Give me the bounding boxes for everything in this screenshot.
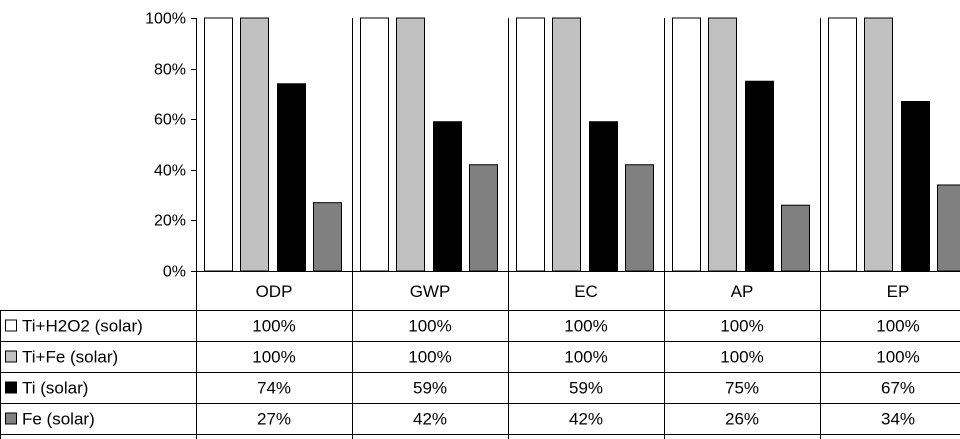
bar-ap-series-3 bbox=[745, 80, 774, 272]
bar-ec-series-4 bbox=[625, 164, 654, 272]
bars-layer bbox=[204, 17, 960, 272]
category-label-odp: ODP bbox=[256, 282, 293, 301]
table-grid bbox=[0, 18, 960, 439]
data-label: 100% bbox=[408, 317, 451, 336]
data-label: 67% bbox=[881, 379, 915, 398]
bar-ep-series-1 bbox=[828, 17, 857, 272]
bar-ap-series-2 bbox=[708, 17, 737, 272]
data-label: 34% bbox=[881, 410, 915, 429]
y-tick-label: 40% bbox=[154, 163, 186, 180]
bar-ep-series-3 bbox=[901, 100, 930, 272]
category-label-ec: EC bbox=[574, 282, 598, 301]
bar-gwp-series-2 bbox=[396, 17, 425, 272]
data-label: 42% bbox=[413, 410, 447, 429]
bar-odp-series-4 bbox=[313, 202, 342, 272]
data-label: 74% bbox=[257, 379, 291, 398]
legend-label-series-3: Ti (solar) bbox=[22, 379, 88, 398]
category-label-ap: AP bbox=[731, 282, 754, 301]
data-label: 100% bbox=[720, 317, 763, 336]
legend-label-series-4: Fe (solar) bbox=[22, 410, 95, 429]
bar-ec-series-3 bbox=[589, 121, 618, 272]
data-label: 26% bbox=[725, 410, 759, 429]
y-tick-label: 100% bbox=[145, 11, 186, 28]
bar-gwp-series-3 bbox=[433, 121, 462, 272]
bar-ap-series-1 bbox=[672, 17, 701, 272]
data-label: 75% bbox=[725, 379, 759, 398]
data-label: 59% bbox=[569, 379, 603, 398]
data-label: 27% bbox=[257, 410, 291, 429]
bar-odp-series-1 bbox=[204, 17, 233, 272]
bar-ec-series-1 bbox=[516, 17, 545, 272]
bar-ep-series-4 bbox=[937, 184, 960, 272]
bar-ap-series-4 bbox=[781, 204, 810, 272]
bar-ec-series-2 bbox=[552, 17, 581, 272]
y-tick-label: 80% bbox=[154, 62, 186, 79]
bar-odp-series-3 bbox=[277, 83, 306, 272]
data-label: 100% bbox=[564, 348, 607, 367]
y-tick-label: 20% bbox=[154, 213, 186, 230]
category-label-ep: EP bbox=[887, 282, 910, 301]
data-label: 42% bbox=[569, 410, 603, 429]
legend-key-series-2 bbox=[5, 350, 17, 363]
bar-ep-series-2 bbox=[864, 17, 893, 272]
bar-gwp-series-1 bbox=[360, 17, 389, 272]
data-label: 100% bbox=[408, 348, 451, 367]
data-label: 100% bbox=[720, 348, 763, 367]
legend-key-series-4 bbox=[5, 412, 17, 425]
data-label: 100% bbox=[564, 317, 607, 336]
data-table: ODP GWP EC AP EP Ti+H2O2 (solar) 100% 100% 100% 1… bbox=[5, 282, 920, 429]
y-axis: 0% 20% 40% 60% 80% 100% bbox=[145, 11, 197, 281]
legend-label-series-1: Ti+H2O2 (solar) bbox=[22, 317, 143, 336]
bar-gwp-series-4 bbox=[469, 164, 498, 272]
category-label-gwp: GWP bbox=[410, 282, 451, 301]
y-tick-label: 60% bbox=[154, 112, 186, 129]
data-label: 100% bbox=[876, 348, 919, 367]
y-tick-label: 0% bbox=[163, 264, 186, 281]
legend-key-series-3 bbox=[5, 381, 17, 394]
legend-key-series-1 bbox=[5, 319, 17, 332]
bar-odp-series-2 bbox=[240, 17, 269, 272]
data-label: 59% bbox=[413, 379, 447, 398]
data-label: 100% bbox=[252, 348, 295, 367]
data-label: 100% bbox=[252, 317, 295, 336]
data-label: 100% bbox=[876, 317, 919, 336]
legend-label-series-2: Ti+Fe (solar) bbox=[22, 348, 118, 367]
